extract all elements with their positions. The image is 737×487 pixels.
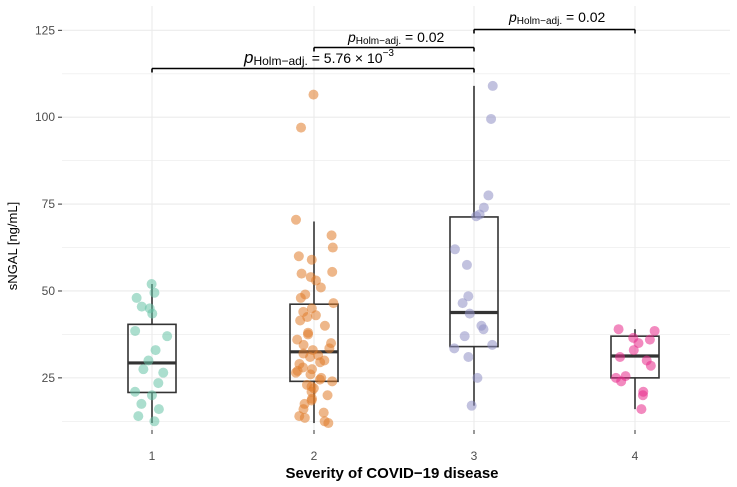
data-point [487,80,498,91]
y-tick-label: 100 [35,110,55,124]
data-point [136,301,147,312]
data-point [146,390,157,401]
p-value-label: pHolm−adj. = 0.02 [508,9,606,27]
data-point [290,367,301,378]
y-axis-title: sNGAL [ng/mL] [5,202,20,290]
data-point [146,279,157,290]
axis-layer: 25 50 75 100 125 1 2 3 4 [35,23,639,463]
data-point [328,298,339,309]
data-point [298,339,309,350]
data-point [311,275,322,286]
data-point [130,325,141,336]
data-point [471,211,482,222]
data-point [322,390,333,401]
p-value-label: pHolm−adj. = 5.76 × 10−3 [243,48,394,68]
data-point [324,343,335,354]
data-point [293,251,304,262]
data-point [299,412,310,423]
data-point [314,374,325,385]
data-point [150,345,161,356]
x-axis-title: Severity of COVID−19 disease [285,465,498,482]
data-point [616,376,627,387]
data-point [459,331,470,342]
y-tick-label: 50 [42,284,56,298]
data-point [636,404,647,415]
data-point [649,325,660,336]
data-point [327,376,338,387]
p-value-label: pHolm−adj. = 0.02 [347,29,445,47]
data-point [449,244,460,255]
data-point [295,315,306,326]
data-point [637,390,648,401]
data-point [305,369,316,380]
data-point [296,268,307,279]
data-point [487,339,498,350]
data-point [296,122,307,133]
data-point [308,89,319,100]
data-point [149,287,160,298]
grid-layer [62,6,730,430]
data-point [315,282,326,293]
data-point [318,407,329,418]
data-point [463,291,474,302]
data-point [457,298,468,309]
data-point [464,308,475,319]
data-point [472,372,483,383]
x-tick-label: 2 [311,449,318,463]
data-point [327,266,338,277]
data-point [628,345,639,356]
y-tick-label: 75 [42,197,56,211]
data-point [463,352,474,363]
data-point [613,324,624,335]
x-tick-label: 1 [149,449,156,463]
data-point [130,386,141,397]
data-point [158,367,169,378]
data-point [138,364,149,375]
data-point [143,355,154,366]
y-tick-label: 125 [35,23,55,37]
data-point [478,324,489,335]
data-point [645,360,656,371]
data-point [327,242,338,253]
data-point [153,404,164,415]
data-point [319,320,330,331]
data-point [149,416,160,427]
data-point [131,292,142,303]
data-point [147,308,158,319]
box-layer [127,85,660,424]
data-point [291,214,302,225]
data-point [133,411,144,422]
data-point [303,329,314,340]
data-point [449,343,460,354]
data-point [323,418,334,429]
x-tick-label: 4 [632,449,639,463]
y-tick-label: 25 [42,371,56,385]
data-point [136,398,147,409]
x-tick-label: 3 [471,449,478,463]
data-point [162,331,173,342]
data-point [153,378,164,389]
data-point [326,230,337,241]
data-point [306,254,317,265]
data-point [461,259,472,270]
data-point [305,352,316,363]
data-point [483,190,494,201]
data-point [615,352,626,363]
data-point [486,113,497,124]
data-point [310,310,321,321]
data-point [295,292,306,303]
data-point [644,334,655,345]
point-layer [130,80,660,429]
data-point [315,357,326,368]
data-point [466,400,477,411]
